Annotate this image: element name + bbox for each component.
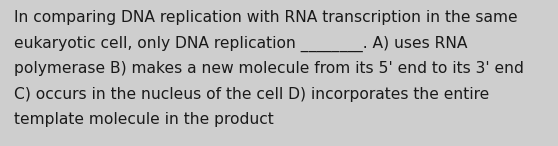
Text: C) occurs in the nucleus of the cell D) incorporates the entire: C) occurs in the nucleus of the cell D) … <box>14 87 489 102</box>
Text: eukaryotic cell, only DNA replication ________. A) uses RNA: eukaryotic cell, only DNA replication __… <box>14 36 468 52</box>
Text: polymerase B) makes a new molecule from its 5' end to its 3' end: polymerase B) makes a new molecule from … <box>14 61 524 76</box>
Text: In comparing DNA replication with RNA transcription in the same: In comparing DNA replication with RNA tr… <box>14 10 518 25</box>
Text: template molecule in the product: template molecule in the product <box>14 112 274 127</box>
